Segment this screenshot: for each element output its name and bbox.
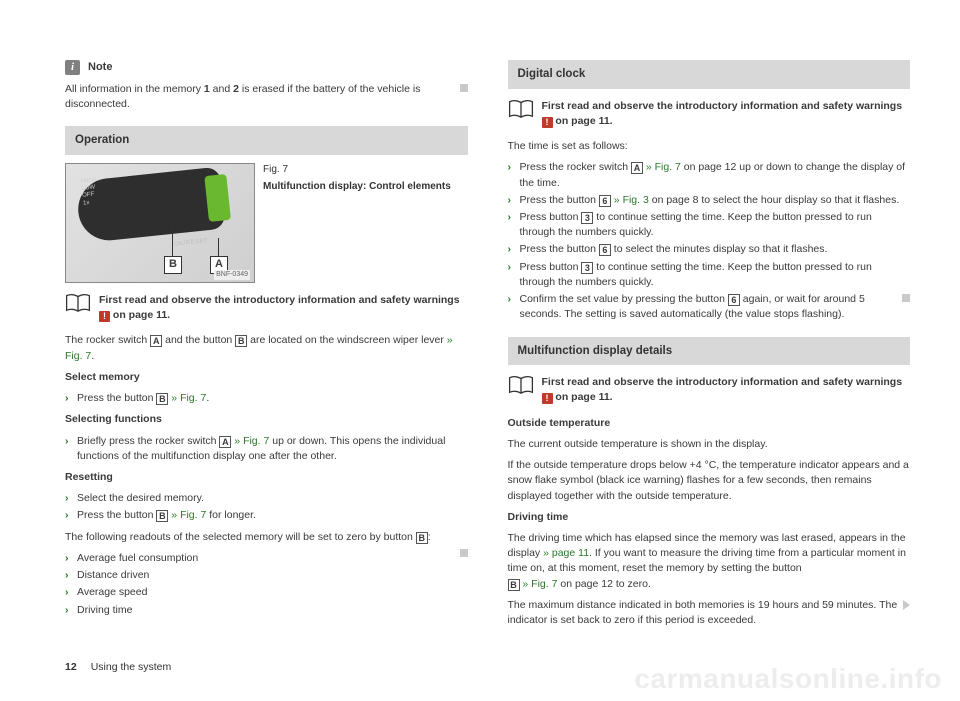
list-item: Driving time [65,603,468,618]
figure-7: HIGH LOW OFF 1x OK/RESET A B BNF-0349 Fi… [65,163,468,283]
key-6: 6 [728,294,740,306]
selecting-functions-title: Selecting functions [65,412,468,427]
info-icon: i [65,60,80,75]
key-b: B [508,579,520,591]
warning-icon: ! [542,393,553,404]
key-a: A [150,335,162,347]
read-first-block: First read and observe the introductory … [508,99,911,129]
readouts-paragraph: The following readouts of the selected m… [65,530,468,545]
readouts-list: Average fuel consumption Distance driven… [65,551,468,618]
list-item: Briefly press the rocker switch A » Fig.… [65,434,468,464]
okreset-label: OK/RESET [173,238,208,250]
key-b: B [416,532,428,544]
selecting-functions-list: Briefly press the rocker switch A » Fig.… [65,434,468,464]
end-mark-icon [460,84,468,92]
note-header: i Note [65,60,468,76]
driving-time-2: The maximum distance indicated in both m… [508,598,911,628]
right-column: Digital clock First read and observe the… [508,60,911,634]
section-name: Using the system [91,661,172,673]
read-first-block: First read and observe the introductory … [65,293,468,323]
key-6: 6 [599,195,611,207]
read-first-block: First read and observe the introductory … [508,375,911,405]
key-a: A [631,162,643,174]
figure-caption: Fig. 7 Multifunction display: Control el… [263,163,451,283]
continue-icon [903,600,910,610]
key-6: 6 [599,244,611,256]
page-number: 12 [65,661,77,673]
key-3: 3 [581,262,593,274]
outside-temp-1: The current outside temperature is shown… [508,437,911,452]
resetting-title: Resetting [65,470,468,485]
read-first-text: First read and observe the introductory … [542,375,911,405]
read-first-text: First read and observe the introductory … [542,99,911,129]
select-memory-list: Press the button B » Fig. 7. [65,391,468,406]
operation-header: Operation [65,126,468,155]
callout-line [172,226,173,256]
left-column: i Note All information in the memory 1 a… [65,60,468,634]
note-body: All information in the memory 1 and 2 is… [65,82,468,112]
key-b: B [156,393,168,405]
key-b: B [156,510,168,522]
key-b: B [235,335,247,347]
list-item: Press button 3 to continue setting the t… [508,210,911,240]
lever-labels: HIGH LOW OFF 1x [81,177,99,207]
outside-temp-2: If the outside temperature drops below +… [508,458,911,504]
book-icon [508,99,534,124]
clock-intro: The time is set as follows: [508,139,911,154]
list-item: Press the rocker switch A » Fig. 7 on pa… [508,160,911,190]
resetting-list: Select the desired memory. Press the but… [65,491,468,523]
warning-icon: ! [542,117,553,128]
readouts-wrap: Average fuel consumption Distance driven… [65,551,468,618]
read-first-text: First read and observe the introductory … [99,293,468,323]
outside-temp-title: Outside temperature [508,416,911,431]
digital-clock-header: Digital clock [508,60,911,89]
callout-b: B [164,256,182,274]
warning-icon: ! [99,311,110,322]
list-item: Select the desired memory. [65,491,468,506]
list-item: Press the button 6 » Fig. 3 on page 8 to… [508,193,911,208]
clock-steps: Press the rocker switch A » Fig. 7 on pa… [508,160,911,322]
mfd-header: Multifunction display details [508,337,911,366]
list-item: Distance driven [65,568,468,583]
watermark: carmanualsonline.info [634,663,942,695]
book-icon [508,375,534,400]
driving-time-title: Driving time [508,510,911,525]
list-item: Average fuel consumption [65,551,468,566]
list-item: Press the button B » Fig. 7. [65,391,468,406]
list-item: Confirm the set value by pressing the bu… [508,292,911,322]
list-item: Press the button 6 to select the minutes… [508,242,911,257]
select-memory-title: Select memory [65,370,468,385]
rocker-paragraph: The rocker switch A and the button B are… [65,333,468,363]
callout-line [218,238,219,256]
list-item: Press the button B » Fig. 7 for longer. [65,508,468,523]
key-a: A [219,436,231,448]
book-icon [65,293,91,318]
figure-code: BNF-0349 [214,270,250,280]
list-item: Average speed [65,585,468,600]
page-footer: 12 Using the system [65,661,171,673]
note-title: Note [88,60,112,76]
driving-time-1: The driving time which has elapsed since… [508,531,911,592]
end-mark-icon [902,294,910,302]
list-item: Press button 3 to continue setting the t… [508,260,911,290]
figure-image: HIGH LOW OFF 1x OK/RESET A B BNF-0349 [65,163,255,283]
key-3: 3 [581,212,593,224]
